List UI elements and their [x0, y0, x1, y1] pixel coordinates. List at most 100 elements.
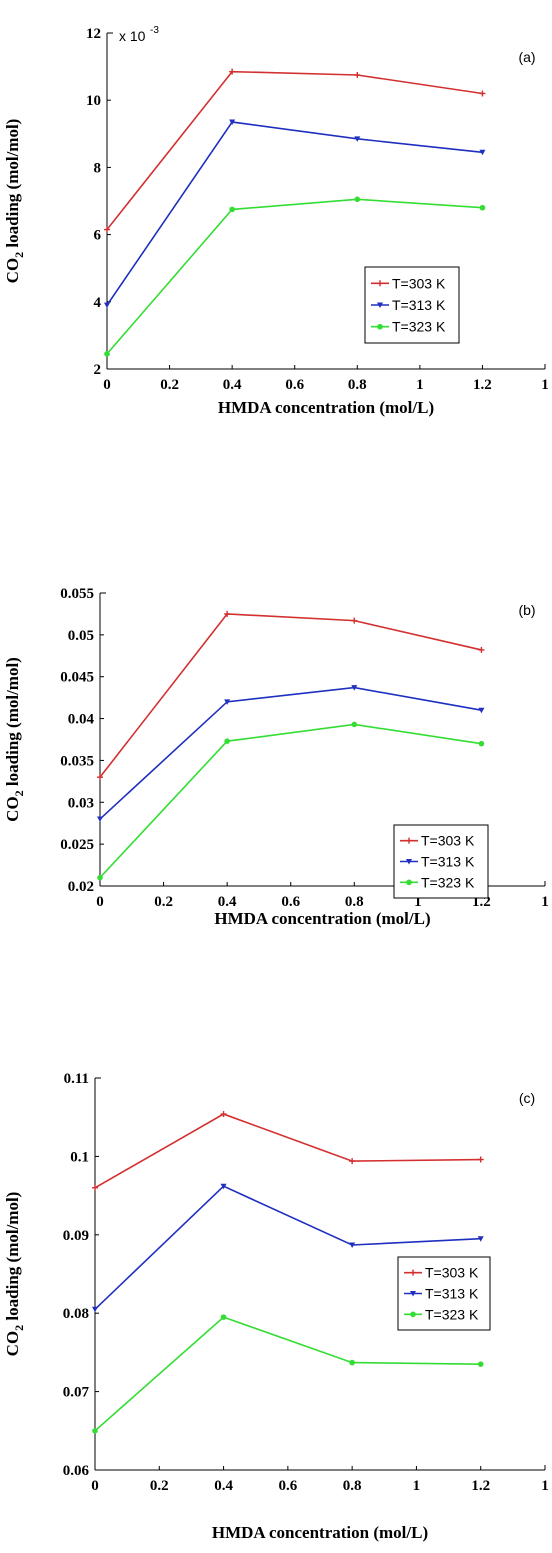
x-tick-label: 1	[413, 1478, 421, 1494]
axis-exponent-power: -3	[150, 25, 159, 36]
data-point	[377, 302, 383, 308]
x-axis-label: HMDA concentration (mol/L)	[212, 1523, 428, 1542]
data-point	[104, 351, 110, 357]
y-tick-label: 0.03	[68, 795, 94, 811]
series-line	[106, 70, 483, 231]
series-line	[99, 613, 482, 778]
data-point	[349, 1242, 356, 1248]
series-t-303-k	[92, 1111, 484, 1191]
data-point	[351, 721, 358, 728]
y-tick-label: 0.07	[63, 1385, 90, 1401]
legend-entry: T=313 K	[425, 1286, 479, 1302]
data-point	[229, 119, 236, 126]
x-tick-label: 0.6	[281, 894, 300, 910]
legend: T=303 K T=313 K T=323 K	[393, 824, 489, 899]
data-point	[224, 699, 231, 705]
y-tick-label: 12	[86, 26, 101, 42]
data-point	[97, 816, 103, 823]
data-point	[478, 707, 485, 714]
data-point	[410, 1291, 416, 1297]
y-tick-label: 0.08	[63, 1306, 89, 1322]
data-point	[479, 149, 486, 156]
x-tick-label: 0.4	[218, 894, 237, 910]
y-axis-label: CO2 loading (mol/mol)	[3, 1192, 26, 1357]
y-tick-label: 0.09	[63, 1228, 89, 1244]
series-t-303-k	[97, 610, 485, 781]
series-line	[94, 1113, 481, 1189]
y-tick-label: 0.04	[68, 712, 95, 728]
legend-entry: T=303 K	[421, 833, 475, 849]
series-line	[99, 723, 482, 879]
y-axis-label-subscript: 2	[12, 252, 26, 258]
legend-entry: T=313 K	[421, 854, 475, 870]
y-axis-label-subscript: 2	[12, 790, 26, 796]
x-tick-label: 1.2	[471, 1478, 490, 1494]
legend-entry: T=323 K	[421, 874, 475, 890]
x-tick-label: 0.8	[348, 377, 367, 393]
x-tick-label: 0.2	[160, 377, 179, 393]
series-line	[106, 198, 483, 355]
series-t-323-k	[92, 1314, 484, 1434]
y-axis-label-subscript: 2	[12, 1325, 26, 1331]
series-t-313-k	[104, 119, 486, 309]
data-point	[92, 1306, 98, 1313]
y-tick-label: 0.02	[68, 879, 94, 895]
data-point	[377, 323, 383, 330]
y-tick-label: 0.05	[68, 628, 94, 644]
data-point	[220, 1183, 227, 1190]
legend-entry: T=323 K	[392, 319, 446, 335]
y-tick-label: 6	[94, 228, 102, 244]
data-point	[479, 204, 486, 211]
x-tick-label: 0	[91, 1478, 99, 1494]
data-point	[477, 1361, 484, 1367]
x-tick-label: 1	[541, 894, 549, 910]
legend-entry: T=323 K	[425, 1306, 479, 1322]
data-point	[477, 1236, 484, 1242]
data-point	[410, 1311, 416, 1318]
data-point	[220, 1314, 227, 1320]
x-axis-label: HMDA concentration (mol/L)	[218, 398, 434, 417]
chart-panel-b: 0.02 0.025 0.03 0.035 0.04 0.045 0.05 0.055 0 0.2…	[3, 586, 549, 928]
panel-label: (b)	[518, 602, 535, 618]
x-axis-label: HMDA concentration (mol/L)	[214, 909, 430, 928]
panel-label: (c)	[519, 1090, 535, 1106]
data-point	[229, 206, 235, 213]
axis-exponent-label: x 10	[119, 28, 146, 44]
chart-panel-c: 0.06 0.07 0.08 0.09 0.1 0.11 0 0.2 0.4 0.6 0.8 1 1.2…	[3, 1071, 549, 1542]
y-axis-label: CO2 loading (mol/mol)	[3, 119, 26, 284]
x-tick-label: 0.4	[223, 377, 242, 393]
series-line	[94, 1185, 481, 1310]
y-tick-label: 0.035	[60, 753, 94, 769]
y-tick-label: 0.025	[60, 837, 94, 853]
series-t-323-k	[104, 196, 486, 357]
x-tick-label: 0	[103, 377, 111, 393]
y-axis-label-prefix: CO	[3, 258, 22, 284]
series-t-303-k	[104, 68, 486, 233]
y-axis-label-prefix: CO	[3, 796, 22, 822]
x-tick-label: 1	[416, 377, 424, 393]
legend: T=303 K T=313 K T=323 K	[397, 1256, 491, 1331]
x-tick-label: 0.8	[343, 1478, 362, 1494]
y-tick-label: 8	[94, 160, 102, 176]
y-tick-label: 0.045	[60, 670, 94, 686]
legend-entry: T=303 K	[425, 1265, 479, 1281]
x-tick-label: 1	[414, 894, 422, 910]
legend-entry: T=303 K	[392, 275, 446, 291]
data-point	[349, 1359, 355, 1366]
y-tick-label: 0.06	[63, 1463, 90, 1479]
series-t-313-k	[92, 1183, 484, 1313]
data-point	[97, 874, 103, 881]
data-point	[478, 740, 485, 747]
data-point	[406, 879, 412, 886]
x-tick-label: 0	[96, 894, 104, 910]
data-point	[92, 1428, 98, 1434]
series-t-313-k	[97, 685, 485, 823]
legend-entry: T=313 K	[392, 297, 446, 313]
series-t-323-k	[97, 721, 485, 881]
y-tick-label: 4	[94, 295, 102, 311]
x-tick-label: 0.6	[278, 1478, 297, 1494]
data-point	[351, 685, 358, 691]
chart-panel-a: 2 4 6 8 10 12 0 0.2 0.4 0.6 0.8 1 1.2 1 HMDA concentra…	[3, 25, 549, 417]
y-axis-label-suffix: loading (mol/mol)	[3, 657, 22, 790]
